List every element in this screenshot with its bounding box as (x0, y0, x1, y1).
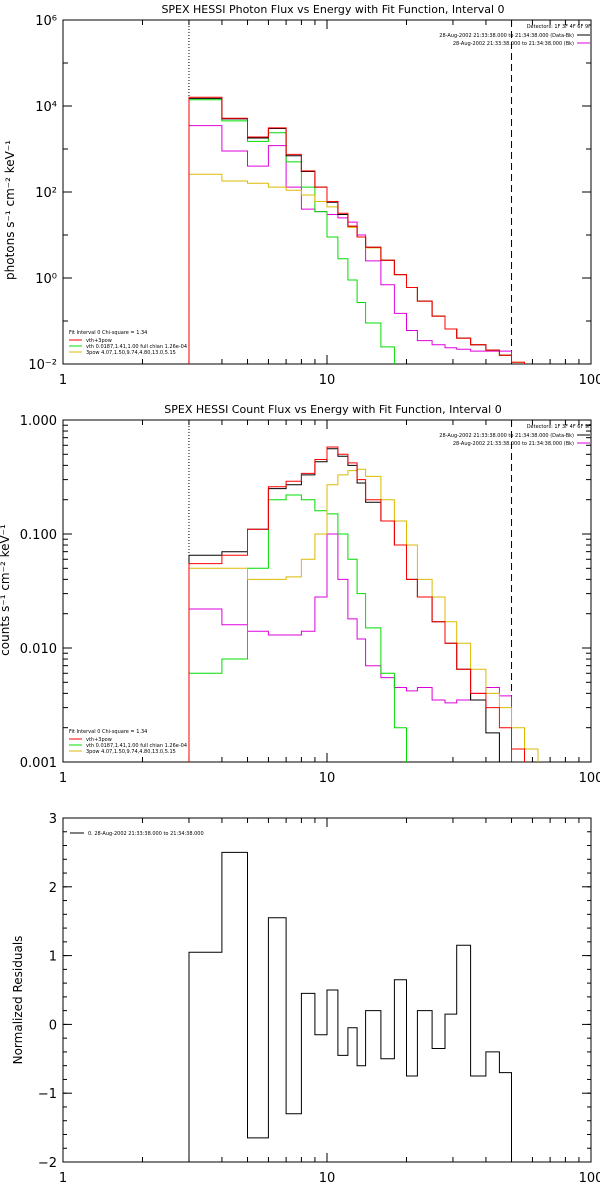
residuals-y-tick-label: 1 (49, 950, 57, 965)
count-flux-interval-data: 28-Aug-2002 21:33:38.000 to 21:34:38.000… (439, 433, 574, 439)
photon-flux-fit-3pow: 3pow 4.07,1.50,9.74,4.80,13.0,5.15 (86, 350, 176, 356)
count-flux-title: SPEX HESSI Count Flux vs Energy with Fit… (164, 403, 501, 416)
photon-flux-y-axis-label: photons s⁻¹ cm⁻² keV⁻¹ (3, 140, 17, 280)
residuals-y-tick-label: 3 (49, 812, 57, 827)
photon-flux-fit-vth: vth 0.0187,1.41,1.00 full chian 1.26e-04 (86, 344, 187, 350)
count-flux-x-tick-label: 1 (59, 771, 67, 786)
photon-flux-y-tick-label: 10² (35, 186, 57, 201)
residuals-y-tick-label: −1 (38, 1087, 57, 1102)
residuals-legend-text: 0. 28-Aug-2002 21:33:38.000 to 21:34:38.… (88, 831, 204, 837)
photon-flux-series-vth-3pow (188, 96, 525, 364)
count-flux-series-vth-3pow (188, 446, 525, 762)
count-flux-series-3pow (188, 468, 539, 762)
count-flux-y-tick-label: 0.010 (20, 642, 57, 657)
count-flux-interval-bk: 28-Aug-2002 21:33:38.000 to 21:34:38.000… (453, 441, 574, 447)
count-flux-x-tick-label: 100 (579, 771, 600, 786)
photon-flux-title: SPEX HESSI Photon Flux vs Energy with Fi… (161, 3, 504, 16)
residuals-y-tick-label: 2 (49, 881, 57, 896)
count-flux-y-axis-label: counts s⁻¹ cm⁻² keV⁻¹ (0, 524, 12, 656)
residuals-y-axis-label: Normalized Residuals (11, 936, 25, 1065)
residuals-x-tick-label: 10 (319, 1171, 336, 1186)
residuals-plot: 1 10 100 −2 −1 0 1 2 3 (38, 812, 600, 1186)
residuals-x-tick-label: 1 (59, 1171, 67, 1186)
photon-flux-interval-data: 28-Aug-2002 21:33:38.000 to 21:34:38.000… (439, 33, 574, 39)
photon-flux-y-tick-label: 10⁶ (35, 14, 57, 29)
residuals-data-area (188, 851, 512, 1162)
count-flux-series-vth (188, 494, 407, 762)
photon-flux-series-data-bk (188, 97, 512, 364)
count-flux-y-tick-label: 1.000 (20, 414, 57, 429)
photon-flux-y-tick-label: 10⁰ (35, 272, 57, 287)
photon-flux-y-tick-label: 10⁴ (35, 100, 57, 115)
count-flux-detectors: Detectors: 1F 3F 4F 6F 9F (527, 424, 591, 430)
count-flux-x-tick-label: 10 (319, 771, 336, 786)
photon-flux-fit-text: Fit Interval 0 Chi-square = 1.34 (69, 330, 147, 336)
photon-flux-detectors: Detectors: 1F 3F 4F 6F 9F (527, 24, 591, 30)
photon-flux-x-tick-label: 1 (59, 373, 67, 388)
count-flux-y-tick-label: 0.001 (20, 756, 57, 771)
residuals-x-tick-label: 100 (579, 1171, 600, 1186)
residuals-y-tick-label: 0 (49, 1018, 57, 1033)
photon-flux-data-area (188, 20, 525, 364)
photon-flux-panel: SPEX HESSI Photon Flux vs Energy with Fi… (3, 3, 600, 388)
count-flux-y-tick-label: 0.100 (20, 528, 57, 543)
residuals-panel: Normalized Residuals 1 10 100 −2 −1 0 1 2 3 0. 2… (11, 812, 600, 1186)
count-flux-fit-vth: vth 0.0187,1.41,1.00 full chian 1.26e-04 (86, 743, 187, 749)
count-flux-fit-text: Fit Interval 0 Chi-square = 1.34 (69, 729, 147, 735)
photon-flux-series-bk (188, 125, 512, 364)
photon-flux-plot: 1 10 100 10⁻² 10⁰ 10² 10⁴ 10⁶ (28, 14, 600, 388)
count-flux-fit-3pow: 3pow 4.07,1.50,9.74,4.80,13.0,5.15 (86, 749, 176, 755)
photon-flux-interval-bk: 28-Aug-2002 21:33:38.000 to 21:34:38.000… (453, 41, 574, 47)
photon-flux-x-tick-label: 10 (319, 373, 336, 388)
count-flux-fit-total: vth+3pow (86, 737, 112, 743)
residuals-residual-steps (188, 851, 512, 1162)
photon-flux-fit-total: vth+3pow (86, 338, 112, 344)
photon-flux-series-3pow (188, 173, 525, 364)
count-flux-plot: 1 10 100 0.001 0.010 0.100 1.000 (20, 414, 600, 786)
photon-flux-y-tick-label: 10⁻² (28, 358, 57, 373)
count-flux-data-area (188, 420, 539, 762)
count-flux-panel: SPEX HESSI Count Flux vs Energy with Fit… (0, 403, 600, 786)
count-flux-series-bk (188, 533, 512, 762)
residuals-y-tick-label: −2 (38, 1156, 57, 1171)
count-flux-series-data-bk (188, 448, 512, 762)
photon-flux-x-tick-label: 100 (579, 373, 600, 388)
